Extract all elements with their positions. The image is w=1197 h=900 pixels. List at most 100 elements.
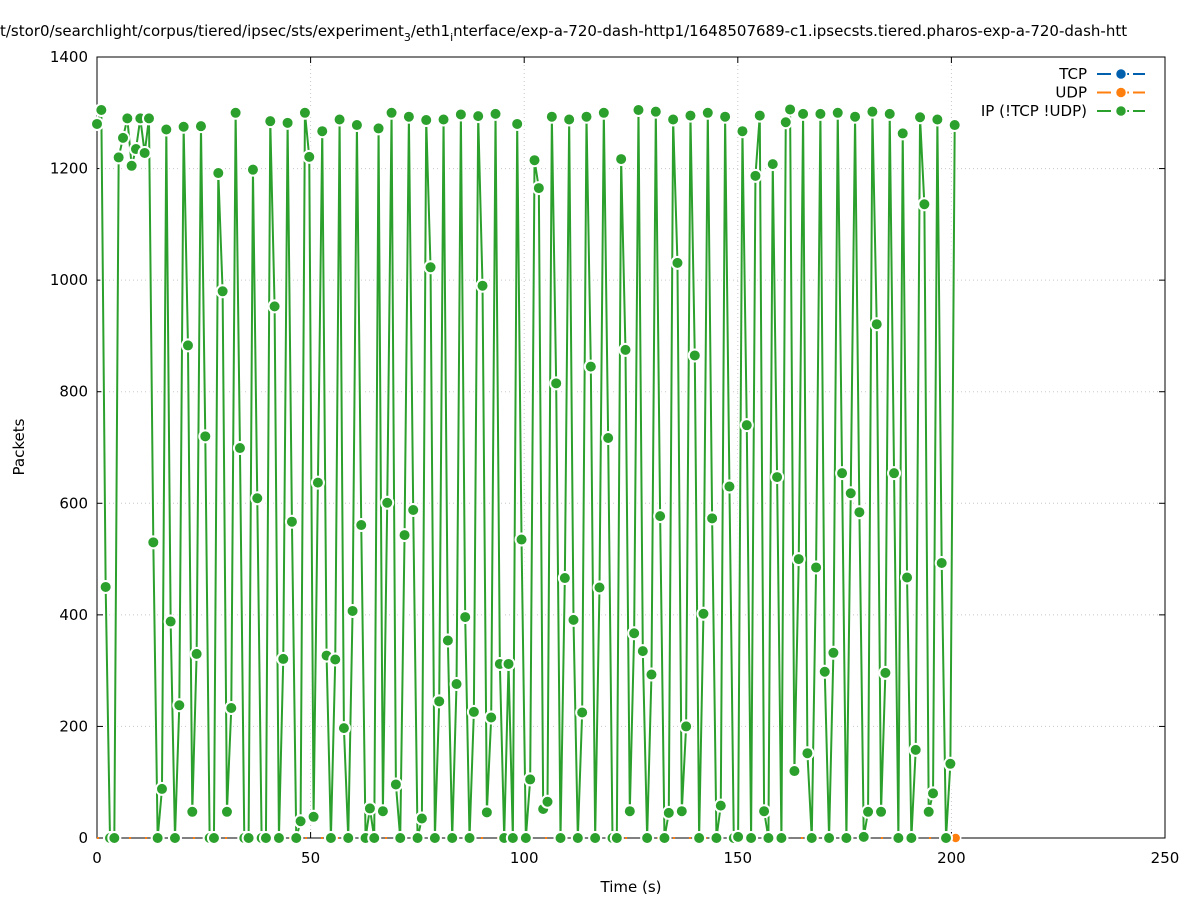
ip-point	[926, 786, 941, 801]
ip-point	[107, 831, 122, 845]
ip-point	[622, 804, 637, 819]
ip-point	[146, 535, 161, 550]
ip-point	[874, 804, 889, 819]
ip-point	[484, 710, 499, 725]
ip-point	[215, 284, 230, 299]
ip-point	[670, 255, 685, 270]
ip-point	[137, 145, 152, 160]
ip-point	[375, 804, 390, 819]
ip-point	[440, 633, 455, 648]
ip-point	[553, 831, 568, 845]
ip-point	[648, 104, 663, 119]
ip-point	[384, 105, 399, 120]
ip-point	[778, 115, 793, 130]
ip-point	[419, 113, 434, 128]
ip-point	[345, 603, 360, 618]
ip-point	[367, 831, 382, 845]
ip-point	[245, 162, 260, 177]
ip-point	[640, 831, 655, 845]
ip-point	[271, 831, 286, 845]
ip-point	[393, 831, 408, 845]
ip-point	[796, 106, 811, 121]
ip-point	[540, 794, 555, 809]
ip-point	[596, 105, 611, 120]
ip-point	[176, 119, 191, 134]
ip-point	[735, 124, 750, 139]
ip-point	[817, 664, 832, 679]
ip-point	[739, 418, 754, 433]
ip-point	[280, 115, 295, 130]
ip-point	[588, 831, 603, 845]
ip-point	[401, 109, 416, 124]
ip-point	[908, 742, 923, 757]
ip-point	[705, 511, 720, 526]
ip-point	[310, 475, 325, 490]
ip-point	[566, 612, 581, 627]
y-tick-label: 200	[59, 717, 88, 735]
x-tick-label: 50	[301, 849, 320, 867]
chart-title: t/stor0/searchlight/corpus/tiered/ipsec/…	[0, 22, 1127, 44]
ip-point	[679, 719, 694, 734]
ip-point	[315, 124, 330, 139]
ip-point	[700, 105, 715, 120]
ip-point	[579, 109, 594, 124]
x-tick-label: 200	[937, 849, 966, 867]
ip-point	[943, 756, 958, 771]
ip-point	[618, 342, 633, 357]
ip-point	[757, 804, 772, 819]
ip-point	[263, 114, 278, 129]
ip-point	[674, 804, 689, 819]
x-tick-label: 100	[510, 849, 539, 867]
ip-point	[219, 804, 234, 819]
y-tick-label: 600	[59, 494, 88, 512]
ip-point	[510, 116, 525, 131]
legend-label: IP (!TCP !UDP)	[981, 102, 1087, 120]
ip-point	[830, 105, 845, 120]
ip-point	[635, 644, 650, 659]
ip-point	[887, 466, 902, 481]
ip-point	[518, 831, 533, 845]
y-tick-label: 800	[59, 383, 88, 401]
x-tick-label: 250	[1151, 849, 1180, 867]
y-tick-label: 1200	[50, 160, 88, 178]
ip-point	[882, 106, 897, 121]
series-layer	[90, 102, 962, 845]
ip-point	[349, 118, 364, 133]
ip-point	[284, 514, 299, 529]
ip-point	[713, 798, 728, 813]
ip-point	[770, 470, 785, 485]
ip-point	[154, 781, 169, 796]
ip-point	[575, 705, 590, 720]
ip-point	[380, 495, 395, 510]
ip-point	[609, 831, 624, 845]
legend-label: TCP	[1058, 65, 1087, 83]
legend-marker	[1114, 67, 1128, 81]
x-tick-label: 150	[723, 849, 752, 867]
ip-point	[228, 105, 243, 120]
ip-point	[722, 479, 737, 494]
ip-point	[531, 181, 546, 196]
ip-point	[90, 116, 104, 131]
ip-point	[752, 108, 767, 123]
ip-point	[302, 149, 317, 164]
ip-point	[124, 158, 139, 173]
ip-point	[388, 777, 403, 792]
y-tick-label: 400	[59, 606, 88, 624]
ip-point	[323, 831, 338, 845]
ip-point	[505, 831, 520, 845]
ip-point	[696, 606, 711, 621]
ip-point	[189, 646, 204, 661]
ip-point	[445, 831, 460, 845]
ip-point	[809, 560, 824, 575]
ip-point	[453, 107, 468, 122]
ip-point	[250, 491, 265, 506]
ip-point	[211, 166, 226, 181]
y-tick-label: 1000	[50, 271, 88, 289]
ip-point	[276, 651, 291, 666]
ip-point	[878, 665, 893, 680]
legend-marker	[1114, 104, 1128, 118]
ip-point	[397, 528, 412, 543]
ip-point	[180, 338, 195, 353]
